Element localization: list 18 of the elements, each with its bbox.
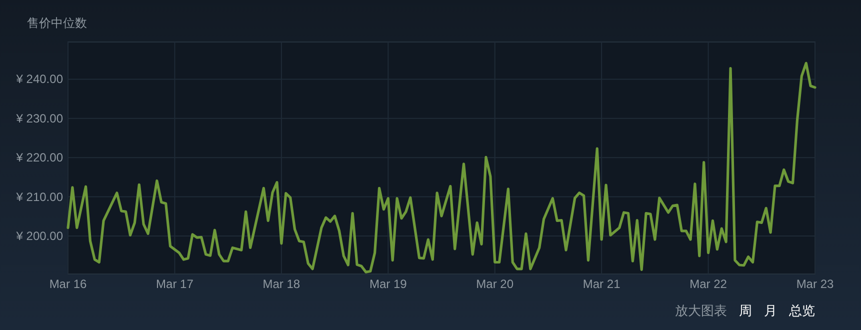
x-tick-label: Mar 17 <box>156 277 194 291</box>
y-tick-label: ¥ 210.00 <box>15 190 64 204</box>
x-tick-label: Mar 23 <box>796 277 834 291</box>
y-tick-label: ¥ 240.00 <box>15 72 64 86</box>
text: 周 <box>739 302 752 320</box>
y-tick-label: ¥ 220.00 <box>15 150 64 165</box>
x-tick-label: Mar 16 <box>49 277 87 291</box>
x-tick-label: Mar 21 <box>582 277 621 291</box>
x-tick-label: Mar 19 <box>369 277 408 291</box>
x-tick-label: Mar 20 <box>476 277 514 291</box>
x-tick-label: Mar 22 <box>690 277 728 291</box>
text: 放大图表 <box>675 302 727 320</box>
x-tick-label: Mar 18 <box>262 277 300 291</box>
y-tick-label: ¥ 230.00 <box>15 111 64 126</box>
y-tick-label: ¥ 200.00 <box>15 228 64 243</box>
chart-title: 售价中位数 <box>27 16 87 30</box>
text: 总览 <box>789 302 815 320</box>
text: 月 <box>764 302 777 320</box>
